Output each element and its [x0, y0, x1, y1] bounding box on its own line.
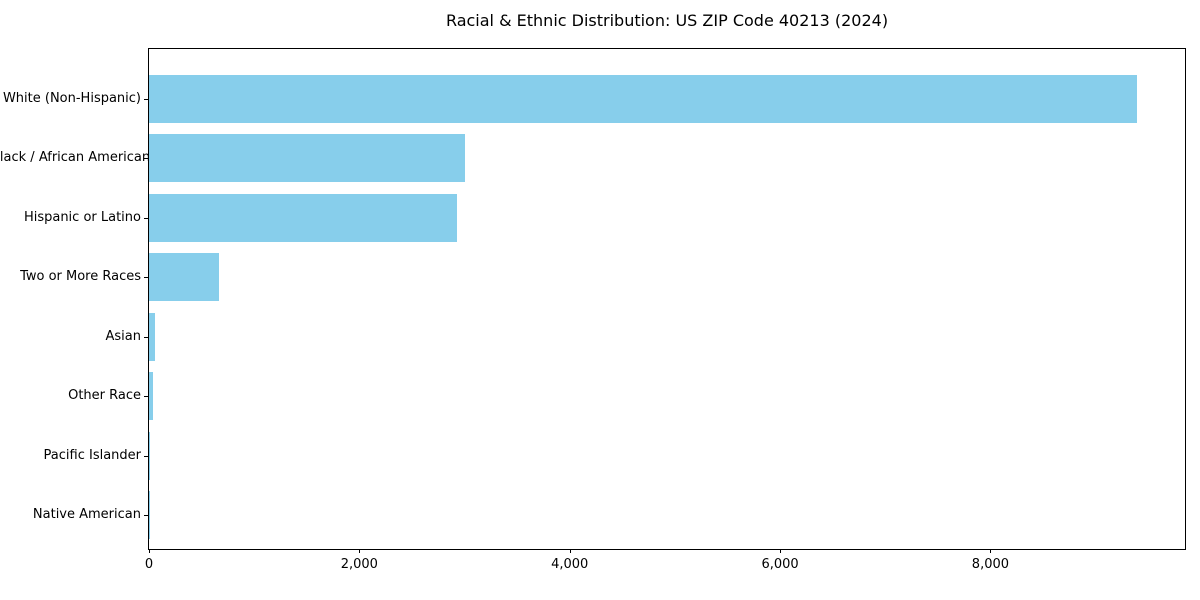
y-tick-label: Asian — [105, 328, 141, 344]
bar — [149, 312, 156, 361]
chart-title: Racial & Ethnic Distribution: US ZIP Cod… — [445, 11, 889, 30]
x-tick-mark — [359, 549, 361, 553]
bar — [149, 134, 465, 183]
y-tick-label: Black / African American — [0, 150, 151, 166]
y-tick-mark — [144, 336, 148, 338]
bar — [149, 74, 1137, 123]
x-tick-label: 2,000 — [340, 557, 378, 572]
x-tick-mark — [780, 549, 782, 553]
y-tick-mark — [144, 277, 148, 279]
bar — [149, 372, 154, 421]
x-tick-mark — [569, 549, 571, 553]
y-tick-mark — [144, 455, 148, 457]
y-tick-label: Pacific Islander — [43, 447, 141, 463]
y-tick-mark — [144, 217, 148, 219]
y-tick-label: Hispanic or Latino — [23, 209, 141, 225]
bar — [149, 193, 458, 242]
x-tick-label: 0 — [144, 557, 154, 572]
y-tick-label: Native American — [32, 507, 141, 523]
y-tick-label: Other Race — [68, 388, 141, 404]
x-tick-mark — [149, 549, 150, 553]
x-tick-label: 6,000 — [761, 557, 799, 572]
y-tick-mark — [144, 515, 148, 517]
y-tick-mark — [144, 98, 148, 100]
bar — [149, 431, 151, 480]
x-tick-label: 4,000 — [551, 557, 589, 572]
x-tick-label: 8,000 — [971, 557, 1010, 572]
y-tick-label: White (Non-Hispanic) — [2, 90, 141, 106]
y-tick-mark — [144, 158, 148, 160]
y-tick-label: Two or More Races — [20, 269, 141, 285]
y-tick-mark — [144, 396, 148, 398]
plot-area: White (Non-Hispanic) Black / African Amer… — [0, 48, 1186, 572]
x-tick-mark — [990, 549, 992, 553]
bar — [149, 253, 219, 302]
